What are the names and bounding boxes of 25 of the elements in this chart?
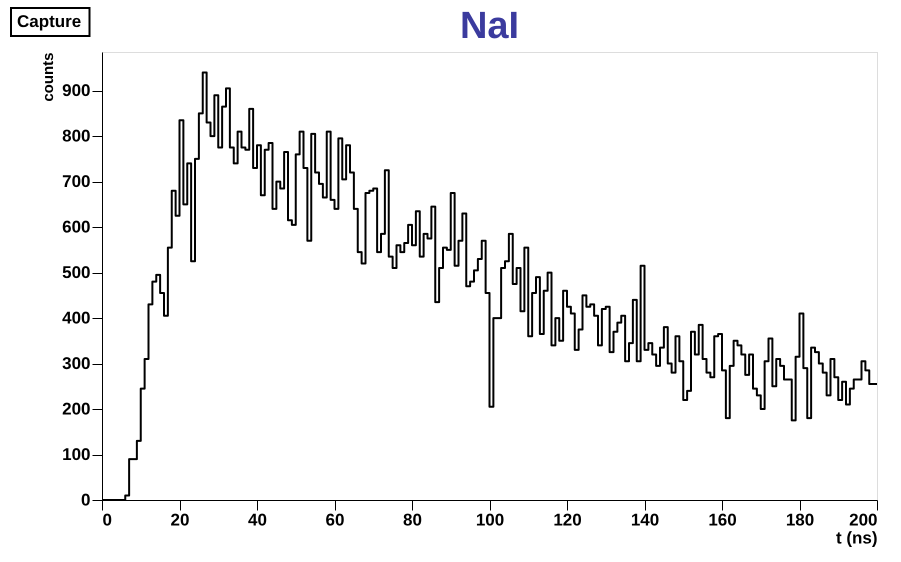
y-tick-label: 0 [81, 490, 90, 510]
x-tick-label: 100 [476, 510, 504, 530]
x-tick-label: 20 [170, 510, 190, 530]
x-tick-label: 140 [630, 510, 660, 530]
y-tick-label: 100 [62, 445, 90, 464]
y-tick-label: 700 [62, 172, 90, 192]
chart-title: NaI [460, 5, 520, 47]
x-tick-label: 120 [553, 510, 582, 530]
x-tick-label: 200 [849, 510, 878, 530]
y-tick-label: 900 [62, 81, 90, 100]
y-axis-title: counts [40, 52, 58, 102]
x-tick-label: 60 [326, 510, 344, 530]
x-tick-label: 80 [403, 510, 422, 530]
x-axis-title: t (ns) [836, 528, 878, 548]
x-tick-label: 160 [708, 510, 737, 530]
y-tick-label: 500 [62, 263, 90, 282]
y-tick-label: 800 [62, 126, 90, 146]
x-tick-label: 40 [248, 510, 267, 530]
text: Capture [17, 12, 82, 31]
y-tick-label: 300 [62, 354, 90, 374]
x-tick-label: 180 [786, 510, 814, 530]
y-tick-label: 400 [62, 308, 90, 328]
y-tick-label: 600 [62, 218, 90, 237]
x-tick-label: 0 [102, 510, 112, 530]
y-tick-label: 200 [62, 400, 90, 419]
